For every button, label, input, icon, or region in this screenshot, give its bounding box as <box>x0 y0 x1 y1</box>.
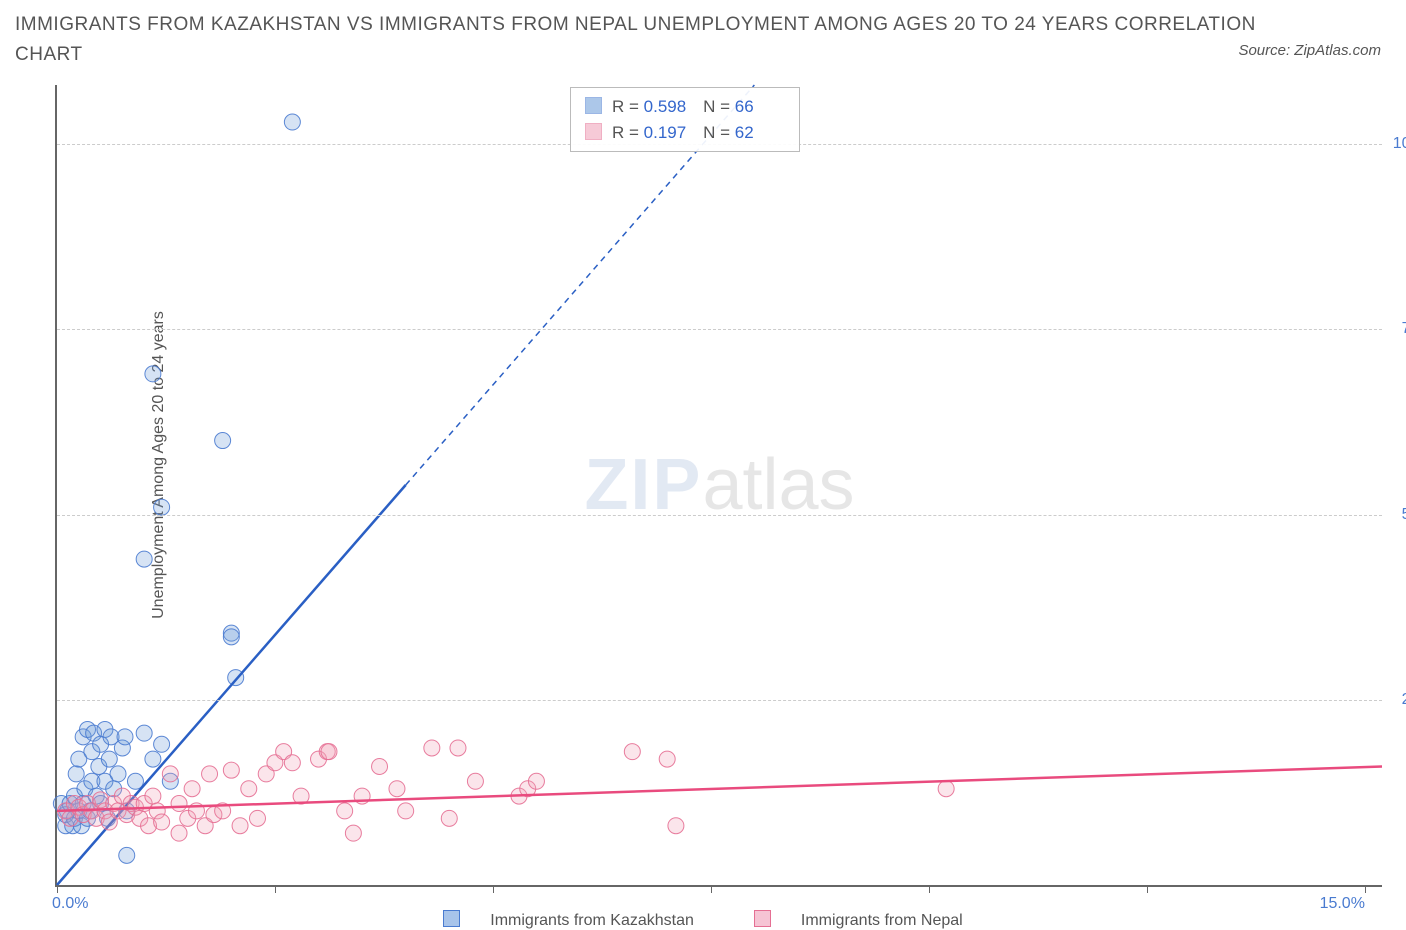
data-point <box>938 781 954 797</box>
data-point <box>424 740 440 756</box>
data-point <box>154 499 170 515</box>
bottom-legend: Immigrants from Kazakhstan Immigrants fro… <box>0 910 1406 930</box>
legend-item: Immigrants from Kazakhstan <box>428 912 709 929</box>
data-point <box>154 814 170 830</box>
x-tick <box>275 885 276 893</box>
data-point <box>241 781 257 797</box>
data-point <box>668 818 684 834</box>
data-point <box>284 114 300 130</box>
stat-value-r: 0.598 <box>644 94 694 120</box>
gridline <box>57 329 1382 330</box>
data-point <box>398 803 414 819</box>
legend-label: Immigrants from Nepal <box>801 912 963 929</box>
x-tick <box>1147 885 1148 893</box>
y-tick-label: 50.0% <box>1387 506 1406 524</box>
gridline <box>57 515 1382 516</box>
x-tick <box>57 885 58 893</box>
legend-swatch <box>754 910 771 927</box>
data-point <box>528 773 544 789</box>
x-tick <box>711 885 712 893</box>
data-point <box>117 729 133 745</box>
data-point <box>184 781 200 797</box>
y-tick-label: 100.0% <box>1387 135 1406 153</box>
data-point <box>223 629 239 645</box>
y-tick-label: 75.0% <box>1387 320 1406 338</box>
data-point <box>154 736 170 752</box>
chart-title: IMMIGRANTS FROM KAZAKHSTAN VS IMMIGRANTS… <box>15 10 1256 71</box>
stats-legend-box: R = 0.598 N = 66R = 0.197 N = 62 <box>570 87 800 152</box>
data-point <box>389 781 405 797</box>
data-point <box>101 751 117 767</box>
data-point <box>321 744 337 760</box>
data-point <box>467 773 483 789</box>
y-tick-label: 25.0% <box>1387 691 1406 709</box>
legend-swatch <box>443 910 460 927</box>
x-tick <box>1365 885 1366 893</box>
plot-area: ZIPatlas 25.0%50.0%75.0%100.0%0.0%15.0% <box>55 85 1382 887</box>
data-point <box>202 766 218 782</box>
data-point <box>171 825 187 841</box>
stat-value-n: 62 <box>735 120 785 146</box>
data-point <box>68 766 84 782</box>
plot-svg <box>57 85 1382 885</box>
data-point <box>441 810 457 826</box>
data-point <box>119 847 135 863</box>
data-point <box>145 366 161 382</box>
stat-value-n: 66 <box>735 94 785 120</box>
data-point <box>372 758 388 774</box>
chart-container: IMMIGRANTS FROM KAZAKHSTAN VS IMMIGRANTS… <box>0 0 1406 930</box>
x-tick <box>929 885 930 893</box>
data-point <box>337 803 353 819</box>
data-point <box>659 751 675 767</box>
data-point <box>171 796 187 812</box>
stats-row: R = 0.598 N = 66 <box>585 94 785 120</box>
x-tick <box>493 885 494 893</box>
gridline <box>57 700 1382 701</box>
stat-value-r: 0.197 <box>644 120 694 146</box>
stat-label-r: R = <box>612 123 644 142</box>
data-point <box>450 740 466 756</box>
legend-swatch <box>585 97 602 114</box>
legend-item: Immigrants from Nepal <box>739 912 978 929</box>
data-point <box>345 825 361 841</box>
legend-swatch <box>585 123 602 140</box>
data-point <box>215 433 231 449</box>
data-point <box>145 751 161 767</box>
data-point <box>145 788 161 804</box>
data-point <box>136 725 152 741</box>
legend-label: Immigrants from Kazakhstan <box>490 912 694 929</box>
source-attribution: Source: ZipAtlas.com <box>1238 42 1381 59</box>
data-point <box>136 551 152 567</box>
data-point <box>162 766 178 782</box>
data-point <box>249 810 265 826</box>
data-point <box>232 818 248 834</box>
stats-row: R = 0.197 N = 62 <box>585 120 785 146</box>
data-point <box>284 755 300 771</box>
stat-label-r: R = <box>612 97 644 116</box>
data-point <box>110 766 126 782</box>
stat-label-n: N = <box>703 123 735 142</box>
data-point <box>223 762 239 778</box>
data-point <box>624 744 640 760</box>
stat-label-n: N = <box>703 97 735 116</box>
